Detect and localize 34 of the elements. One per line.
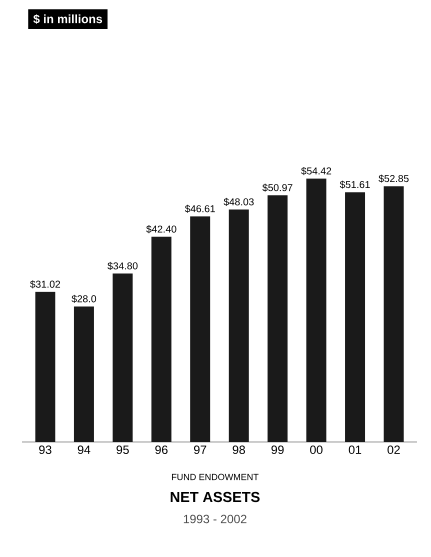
x-tick-label: 00	[310, 446, 323, 454]
bar	[151, 236, 172, 442]
bar	[74, 306, 94, 442]
bar	[268, 195, 288, 442]
data-label: $51.61	[340, 180, 370, 189]
data-label: $28.0	[72, 294, 96, 303]
bar	[345, 192, 366, 442]
text: 1993 - 2002	[184, 514, 246, 524]
x-tick-label: 94	[78, 446, 90, 454]
x-tick-label: 99	[271, 446, 284, 454]
text: NET ASSETS	[170, 492, 260, 502]
x-tick-label: 95	[116, 446, 129, 454]
text: $ in millions	[33, 14, 102, 24]
data-label: $54.42	[301, 166, 332, 176]
data-label: $31.02	[30, 280, 60, 288]
bar	[228, 210, 249, 442]
data-label: $50.97	[262, 184, 292, 192]
bar	[190, 216, 210, 442]
x-tick-label: 02	[388, 446, 400, 454]
data-label: $42.40	[146, 225, 176, 234]
data-label: $52.85	[378, 174, 409, 183]
text: FUND ENDOWMENT	[172, 474, 259, 480]
bar	[384, 186, 404, 442]
x-tick-label: 97	[194, 446, 206, 454]
data-label: $46.61	[184, 204, 215, 213]
bar	[306, 178, 326, 442]
x-tick-label: 93	[39, 446, 52, 454]
bar	[112, 274, 133, 442]
data-label: $34.80	[108, 262, 138, 270]
x-tick-label: 98	[232, 446, 245, 454]
bar	[35, 292, 56, 442]
data-label: $48.03	[224, 198, 254, 206]
x-tick-label: 01	[348, 446, 362, 454]
x-tick-label: 96	[155, 446, 168, 454]
